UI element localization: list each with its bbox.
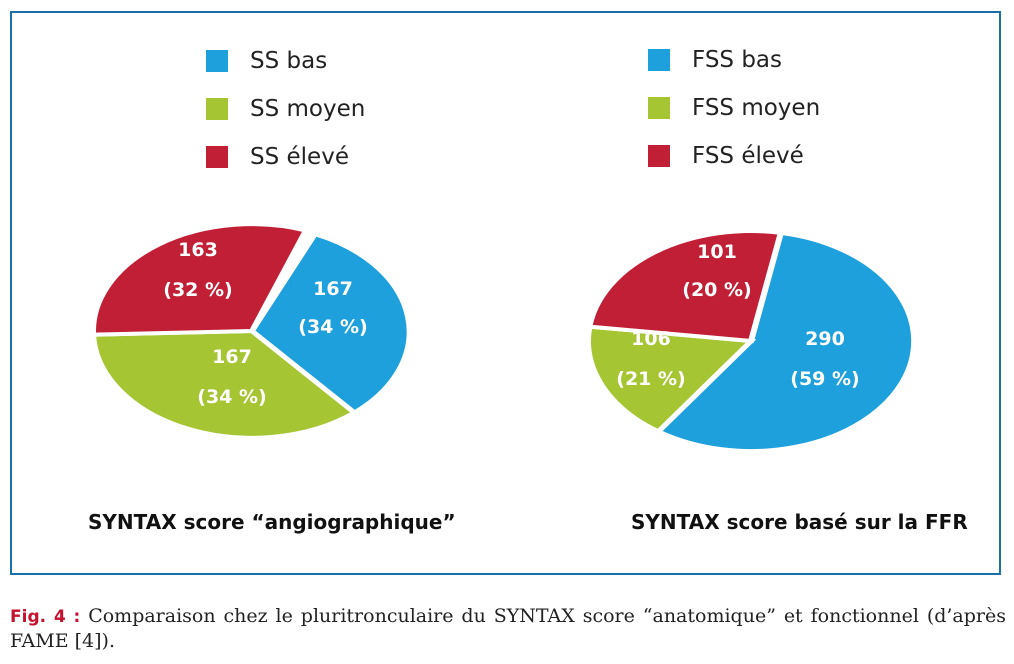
legend-swatch-low [206,50,228,72]
legend-swatch-mid [206,98,228,120]
slice-ss-moyen [89,328,359,440]
data-label-percent: (20 %) [682,279,751,301]
pie-left [89,222,413,440]
data-label-percent: (21 %) [616,368,685,390]
legend-swatch-high [206,146,228,168]
legend-label: SS bas [250,48,328,74]
data-label-value: 167 [212,346,252,368]
legend-item-fss-bas: FSS bas [648,47,782,73]
legend-item-ss-eleve: SS élevé [206,144,349,170]
data-label-value: 167 [313,278,353,300]
legend-item-ss-bas: SS bas [206,48,327,74]
data-label-percent: (34 %) [197,386,266,408]
slice-fss-eleve [586,229,785,344]
legend-swatch-mid [648,97,670,119]
legend-label: SS élevé [250,144,349,170]
caption-text: Comparaison chez le pluritronculaire du … [10,605,1006,652]
slice-ss-bas [248,231,413,416]
legend-label: FSS moyen [692,95,821,121]
slice-fss-moyen [585,324,757,435]
data-label-percent: (34 %) [298,316,367,338]
figure-label: Fig. 4 : [10,607,81,627]
legend-swatch-low [648,49,670,71]
data-label-value: 290 [805,328,845,350]
data-label-value: 101 [697,241,737,263]
legend-swatch-high [648,145,670,167]
data-label-value: 106 [631,328,671,350]
pie-right [585,229,918,454]
figure-caption: Fig. 4 : Comparaison chez le pluritroncu… [10,604,1006,653]
legend-label: FSS bas [692,47,783,73]
legend-item-ss-moyen: SS moyen [206,96,365,122]
chart-title-left: SYNTAX score “angiographique” [88,510,456,534]
legend-label: FSS élevé [692,143,804,169]
chart-title-right: SYNTAX score basé sur la FFR [631,510,968,534]
data-label-value: 163 [178,239,218,261]
legend-item-fss-moyen: FSS moyen [648,95,820,121]
slice-fss-bas [654,230,918,454]
legend-label: SS moyen [250,96,366,122]
slice-ss-eleve [90,222,310,337]
data-label-percent: (59 %) [790,368,859,390]
legend-item-fss-eleve: FSS élevé [648,143,804,169]
data-label-percent: (32 %) [163,279,232,301]
